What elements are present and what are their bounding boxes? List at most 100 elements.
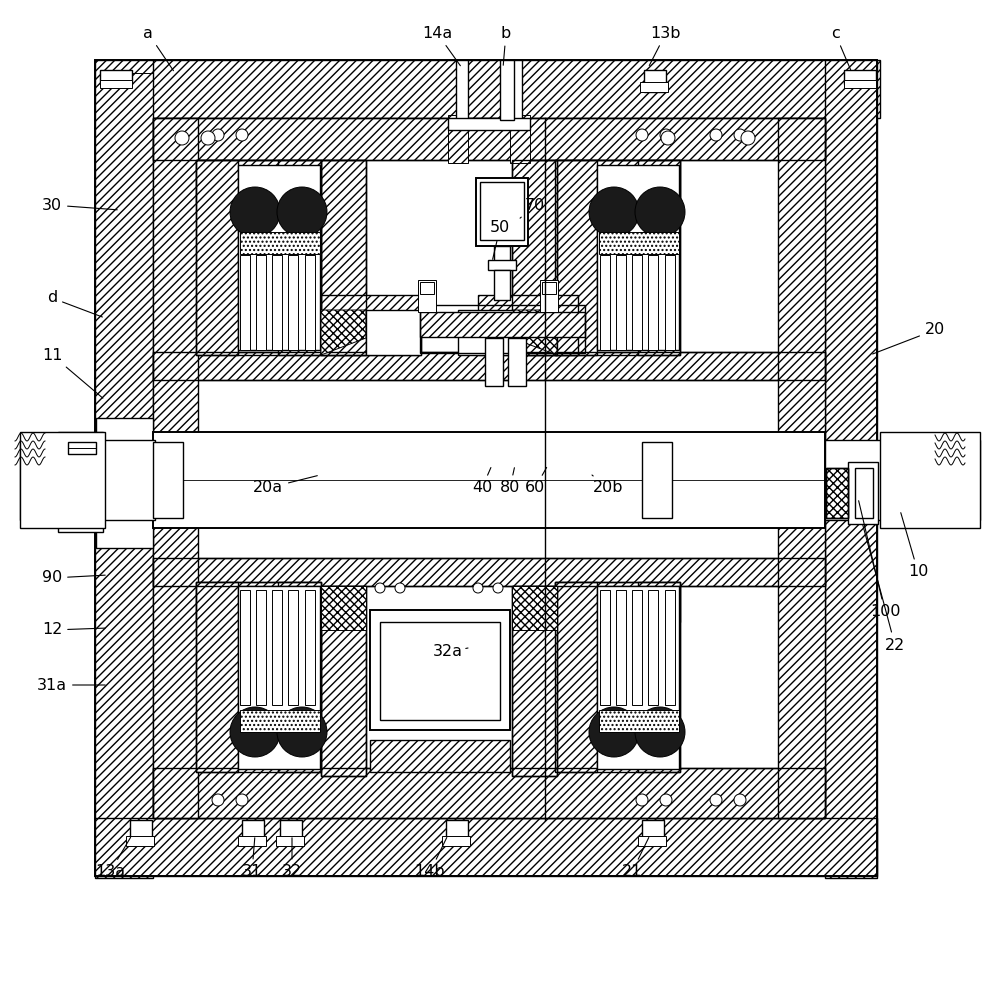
Text: 32a: 32a [433, 644, 468, 659]
Bar [456, 60, 468, 120]
Bar [280, 820, 302, 842]
Bar [238, 836, 266, 846]
Bar [638, 160, 680, 355]
Bar [238, 165, 320, 350]
Bar [153, 352, 825, 380]
Bar [508, 338, 526, 386]
Circle shape [230, 707, 280, 757]
Bar [880, 432, 980, 528]
Text: 31: 31 [242, 838, 262, 879]
Circle shape [473, 583, 483, 593]
Text: 20: 20 [873, 323, 945, 354]
Bar [555, 160, 597, 355]
Bar [100, 70, 132, 84]
Bar [153, 352, 825, 380]
Bar [321, 586, 366, 776]
Text: 12: 12 [42, 622, 105, 637]
Bar [640, 82, 668, 92]
Bar [478, 295, 578, 355]
Bar [256, 590, 266, 705]
Bar [485, 338, 503, 386]
Bar [58, 432, 103, 532]
Bar [95, 60, 153, 878]
Circle shape [175, 131, 189, 145]
Bar [597, 165, 679, 350]
Text: 90: 90 [42, 570, 105, 585]
Bar [648, 255, 658, 350]
Bar [446, 820, 468, 842]
Bar [198, 586, 778, 768]
Text: 14b: 14b [415, 837, 447, 879]
Circle shape [710, 129, 722, 141]
Bar [100, 80, 132, 88]
Circle shape [589, 707, 639, 757]
Bar [844, 70, 876, 84]
Bar [196, 582, 238, 772]
Bar [778, 118, 825, 818]
Circle shape [589, 187, 639, 237]
Text: 60: 60 [525, 468, 547, 496]
Bar [238, 586, 320, 769]
Bar [95, 60, 880, 118]
Bar [632, 590, 642, 705]
Circle shape [660, 794, 672, 806]
Bar [20, 432, 105, 528]
Bar [96, 418, 153, 548]
Circle shape [635, 187, 685, 237]
Bar [130, 820, 152, 842]
Bar [540, 280, 558, 312]
Bar [153, 768, 825, 818]
Bar [153, 432, 825, 528]
Text: c: c [831, 26, 851, 71]
Circle shape [660, 129, 672, 141]
Bar [616, 255, 626, 350]
Bar [480, 182, 524, 240]
Bar [648, 590, 658, 705]
Text: 11: 11 [42, 348, 103, 399]
Bar [616, 590, 626, 705]
Bar [288, 255, 298, 350]
Text: 40: 40 [472, 468, 492, 496]
Bar [240, 710, 320, 732]
Bar [597, 586, 679, 769]
Bar [153, 558, 825, 586]
Bar [665, 255, 675, 350]
Text: 31a: 31a [37, 677, 105, 692]
Bar [510, 115, 530, 163]
Bar [321, 295, 421, 355]
Circle shape [636, 794, 648, 806]
Bar [512, 586, 557, 776]
Bar [196, 160, 321, 202]
Circle shape [277, 707, 327, 757]
Bar [494, 270, 510, 300]
Polygon shape [321, 586, 366, 630]
Bar [321, 160, 366, 355]
Bar [642, 442, 672, 518]
Bar [510, 60, 522, 120]
Bar [196, 582, 321, 622]
Text: 14a: 14a [422, 26, 460, 66]
Bar [644, 70, 666, 92]
Bar [488, 260, 516, 270]
Bar [256, 255, 266, 350]
Circle shape [277, 187, 327, 237]
Text: 21: 21 [622, 837, 649, 879]
Circle shape [230, 187, 280, 237]
Bar [126, 836, 154, 846]
Bar [825, 60, 877, 878]
Bar [95, 60, 877, 876]
Bar [240, 255, 250, 350]
Bar [288, 590, 298, 705]
Bar [855, 468, 873, 518]
Circle shape [661, 131, 675, 145]
Bar [826, 468, 848, 518]
Bar [305, 255, 315, 350]
Text: 20a: 20a [253, 476, 317, 496]
Bar [512, 160, 557, 355]
Text: 32: 32 [282, 838, 302, 879]
Text: 10: 10 [901, 512, 928, 579]
Bar [305, 590, 315, 705]
Bar [512, 160, 557, 355]
Text: 70: 70 [520, 198, 545, 218]
Bar [240, 590, 250, 705]
